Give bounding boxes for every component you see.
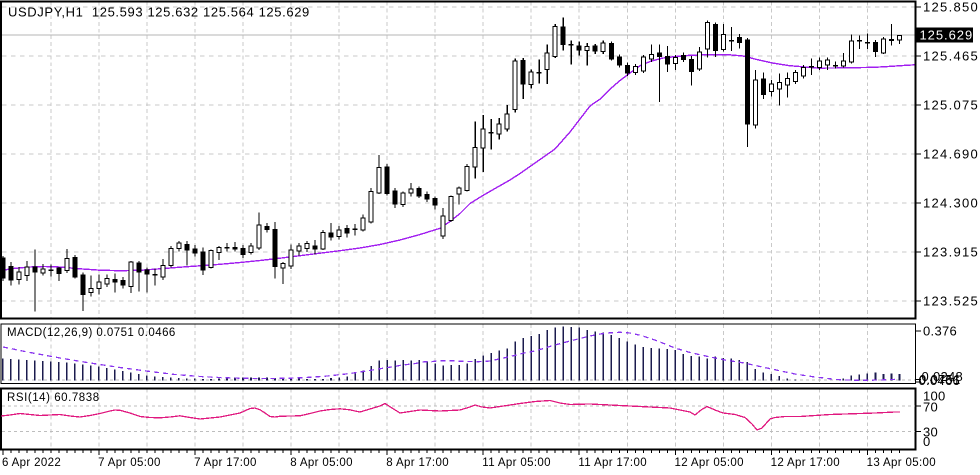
svg-text:124.690: 124.690 bbox=[923, 147, 979, 162]
svg-text:0.0248: 0.0248 bbox=[922, 369, 964, 384]
svg-text:0.0751: 0.0751 bbox=[919, 372, 961, 387]
svg-text:30: 30 bbox=[923, 425, 938, 440]
svg-text:100: 100 bbox=[923, 389, 946, 404]
svg-text:13 Apr 05:00: 13 Apr 05:00 bbox=[867, 457, 936, 469]
svg-text:7 Apr 17:00: 7 Apr 17:00 bbox=[194, 457, 257, 469]
svg-text:70: 70 bbox=[923, 400, 938, 415]
svg-text:125.850: 125.850 bbox=[923, 0, 979, 15]
svg-text:8 Apr 17:00: 8 Apr 17:00 bbox=[386, 457, 449, 469]
svg-text:123.525: 123.525 bbox=[923, 294, 979, 309]
svg-text:125.075: 125.075 bbox=[923, 98, 979, 113]
svg-text:123.915: 123.915 bbox=[923, 245, 979, 260]
svg-text:11 Apr 05:00: 11 Apr 05:00 bbox=[482, 457, 551, 469]
svg-text:0: 0 bbox=[923, 434, 931, 449]
svg-text:125.629: 125.629 bbox=[920, 28, 974, 43]
svg-text:11 Apr 17:00: 11 Apr 17:00 bbox=[578, 457, 647, 469]
svg-text:0.0466: 0.0466 bbox=[919, 373, 961, 388]
svg-text:6 Apr 2022: 6 Apr 2022 bbox=[2, 457, 61, 469]
svg-text:7 Apr 05:00: 7 Apr 05:00 bbox=[98, 457, 161, 469]
svg-text:12 Apr 05:00: 12 Apr 05:00 bbox=[675, 457, 744, 469]
svg-text:0.376: 0.376 bbox=[923, 324, 957, 339]
svg-text:RSI(14) 60.7838: RSI(14) 60.7838 bbox=[7, 392, 100, 404]
svg-text:125.465: 125.465 bbox=[923, 49, 979, 64]
svg-text:124.300: 124.300 bbox=[923, 196, 979, 211]
svg-text:USDJPY,H1 125.593 125.632 125: USDJPY,H1 125.593 125.632 125.564 125.62… bbox=[8, 5, 310, 20]
svg-text:MACD(12,26,9) 0.0751 0.0466: MACD(12,26,9) 0.0751 0.0466 bbox=[7, 327, 176, 339]
svg-text:8 Apr 05:00: 8 Apr 05:00 bbox=[290, 457, 353, 469]
svg-text:12 Apr 17:00: 12 Apr 17:00 bbox=[771, 457, 840, 469]
